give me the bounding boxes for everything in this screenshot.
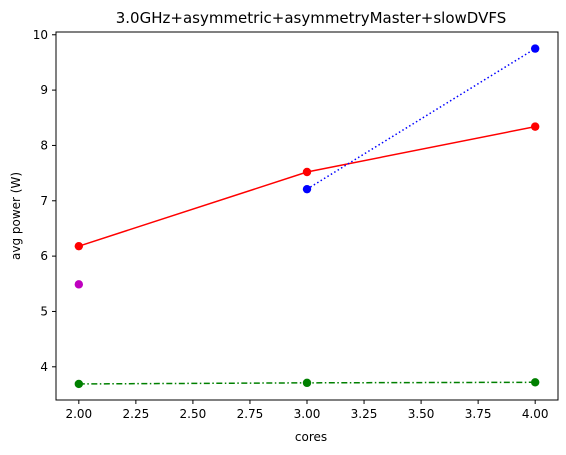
- x-tick-label: 2.75: [237, 407, 264, 421]
- x-tick-label: 2.50: [180, 407, 207, 421]
- chart-title: 3.0GHz+asymmetric+asymmetryMaster+slowDV…: [116, 9, 506, 27]
- x-tick-label: 4.00: [522, 407, 549, 421]
- y-tick-label: 4: [40, 360, 48, 374]
- x-axis-label: cores: [295, 430, 327, 444]
- x-tick-label: 2.00: [65, 407, 92, 421]
- data-point-2-1: [302, 378, 312, 388]
- y-axis-ticks: 4 5 6 7 8 9 10: [33, 28, 56, 374]
- data-point-2-0: [74, 379, 84, 389]
- plot-frame: [55, 31, 559, 401]
- x-tick-label: 3.75: [465, 407, 492, 421]
- data-point-0-0: [74, 241, 84, 251]
- y-tick-label: 5: [40, 304, 48, 318]
- x-tick-label: 3.50: [408, 407, 435, 421]
- x-axis-ticks: 2.00 2.25 2.50 2.75 3.00 3.25 3.50 3.75 4.00: [65, 400, 549, 421]
- data-point-1-0: [302, 184, 312, 194]
- data-point-3-0: [74, 280, 84, 289]
- y-tick-label: 7: [40, 194, 48, 208]
- data-point-0-1: [302, 167, 312, 177]
- data-point-2-2: [530, 378, 540, 387]
- y-axis-label: avg power (W): [9, 172, 23, 260]
- y-tick-label: 6: [40, 249, 48, 263]
- x-tick-label: 3.00: [294, 407, 321, 421]
- y-tick-label: 10: [33, 28, 48, 42]
- x-tick-label: 3.25: [351, 407, 378, 421]
- series-line-1: [306, 47, 536, 190]
- plot-series: [74, 44, 540, 389]
- y-tick-label: 8: [40, 138, 48, 152]
- data-point-0-2: [530, 122, 540, 131]
- y-tick-label: 9: [40, 83, 48, 97]
- x-tick-label: 2.25: [123, 407, 150, 421]
- data-point-1-1: [530, 44, 540, 53]
